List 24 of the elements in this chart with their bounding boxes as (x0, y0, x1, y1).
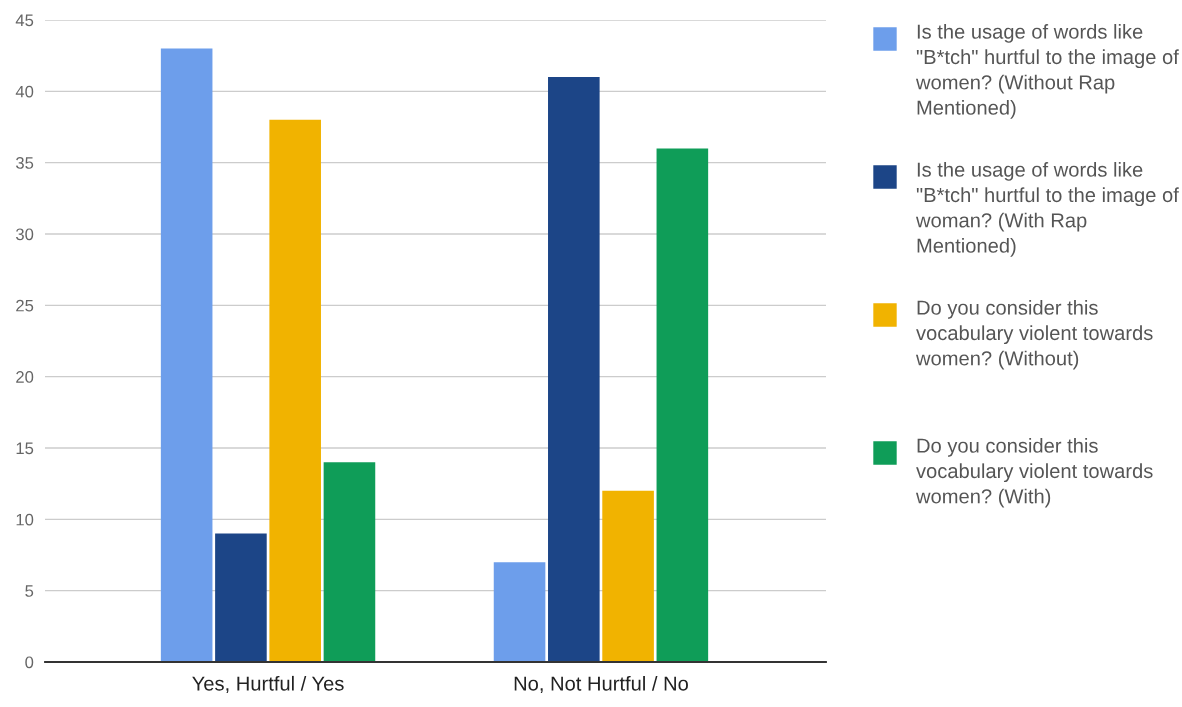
y-tick-label: 20 (16, 371, 34, 383)
bar (493, 562, 546, 662)
bar (160, 48, 213, 662)
y-tick-label: 40 (15, 85, 34, 98)
legend-label: Do you consider this vocabulary violent towards women? (With) (915, 438, 1153, 508)
x-tick-label: No, Not Hurtful / No (514, 675, 688, 694)
y-tick-label: 35 (15, 157, 34, 169)
y-tick-label: 45 (15, 14, 34, 27)
y-tick-label: 0 (25, 656, 34, 669)
y-tick-label: 30 (15, 228, 34, 241)
legend-label: Is the usage of words like "B*tch" hurtful to the image of women? (Without Rap Mentioned) (915, 24, 1179, 119)
y-tick-label: 5 (25, 585, 34, 597)
bar (656, 148, 709, 662)
y-tick-label: 10 (16, 513, 34, 526)
bar (548, 77, 600, 662)
x-tick-label: Yes, Hurtful / Yes (192, 675, 344, 694)
bar (323, 462, 376, 662)
y-tick-label: 15 (16, 442, 34, 455)
legend-label: Do you consider this vocabulary violent towards women? (Without) (915, 300, 1153, 370)
bar (602, 490, 654, 662)
y-tick-label: 25 (16, 299, 34, 312)
bar (215, 533, 267, 662)
bar (269, 119, 321, 662)
legend-label: Is the usage of words like "B*tch" hurtful to the image of woman? (With Rap Mentioned) (915, 162, 1179, 257)
